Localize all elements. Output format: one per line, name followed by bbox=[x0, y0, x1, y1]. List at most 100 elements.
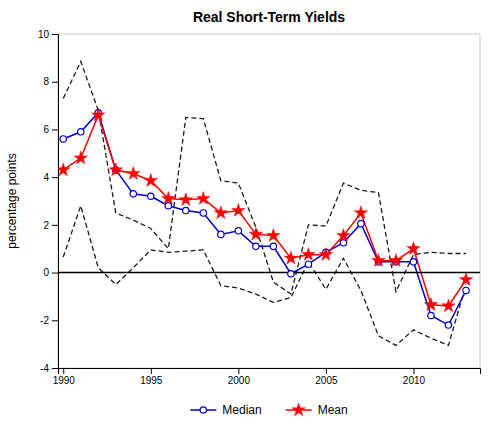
marker bbox=[78, 129, 84, 135]
marker bbox=[410, 259, 416, 265]
marker bbox=[214, 206, 227, 219]
legend-label: Median bbox=[222, 403, 261, 417]
marker bbox=[407, 242, 420, 255]
legend-marker bbox=[200, 407, 206, 413]
marker bbox=[340, 240, 346, 246]
tick: -2 bbox=[40, 315, 58, 326]
tick-label: 2005 bbox=[315, 375, 338, 386]
marker bbox=[267, 229, 280, 242]
tick: 8 bbox=[43, 76, 58, 87]
marker bbox=[270, 243, 276, 249]
marker bbox=[232, 204, 245, 217]
axis-line bbox=[52, 35, 59, 369]
series-line bbox=[63, 113, 466, 325]
marker bbox=[372, 254, 385, 267]
tick-label: 2010 bbox=[403, 375, 426, 386]
marker bbox=[445, 322, 451, 328]
tick-label: 8 bbox=[43, 76, 49, 87]
legend: Median Mean bbox=[190, 403, 347, 417]
tick: 6 bbox=[43, 124, 58, 135]
y-axis-title: percentage points bbox=[5, 153, 19, 248]
reference-line bbox=[58, 272, 480, 274]
tick: 0 bbox=[43, 267, 58, 278]
marker bbox=[162, 192, 175, 205]
marker bbox=[288, 271, 294, 277]
tick-mark bbox=[52, 177, 58, 178]
tick-mark bbox=[52, 82, 58, 83]
tick: 4 bbox=[43, 172, 58, 183]
tick-mark bbox=[52, 34, 58, 35]
tick: 10 bbox=[38, 29, 58, 40]
series-line bbox=[63, 115, 466, 306]
tick-mark bbox=[151, 368, 152, 374]
axis-line bbox=[59, 369, 481, 375]
marker bbox=[200, 210, 206, 216]
tick: 1995 bbox=[140, 368, 163, 386]
marker bbox=[92, 108, 105, 121]
x-axis: 1990 1995 2000 2005 2010 bbox=[53, 368, 481, 386]
tick: 2010 bbox=[403, 368, 426, 386]
marker bbox=[459, 273, 472, 286]
marker bbox=[305, 261, 311, 267]
tick-label: 0 bbox=[43, 267, 49, 278]
marker bbox=[197, 192, 210, 205]
plot-frame bbox=[58, 34, 480, 368]
marker bbox=[127, 167, 140, 180]
tick-label: 4 bbox=[43, 172, 49, 183]
tick-label: 2000 bbox=[228, 375, 251, 386]
marker bbox=[144, 174, 157, 187]
marker bbox=[389, 254, 402, 267]
tick-label: 10 bbox=[38, 29, 50, 40]
tick: 2 bbox=[43, 220, 58, 231]
marker bbox=[249, 227, 262, 240]
y-axis: -4 -2 0 2 4 6 8 10 bbox=[38, 29, 59, 374]
tick-label: 6 bbox=[43, 124, 49, 135]
legend-marker bbox=[292, 403, 305, 416]
marker bbox=[463, 287, 469, 293]
marker bbox=[165, 203, 171, 209]
tick-label: 2 bbox=[43, 220, 49, 231]
marker bbox=[424, 298, 437, 311]
tick-mark bbox=[52, 129, 58, 130]
marker bbox=[358, 220, 364, 226]
legend-item: Mean bbox=[286, 403, 348, 417]
marker bbox=[302, 248, 315, 261]
chart: 1990 1995 2000 2005 2010 -4 -2 0 2 4 6 8 10 Real Shor… bbox=[0, 0, 498, 430]
series-line bbox=[63, 61, 466, 294]
tick-label: -4 bbox=[40, 363, 49, 374]
marker bbox=[179, 193, 192, 206]
tick: -4 bbox=[40, 363, 58, 374]
marker bbox=[442, 299, 455, 312]
marker bbox=[253, 243, 259, 249]
tick-mark bbox=[52, 320, 58, 321]
marker bbox=[58, 163, 70, 176]
tick-label: 1995 bbox=[140, 375, 163, 386]
marker bbox=[354, 206, 367, 219]
marker bbox=[284, 251, 297, 264]
tick-mark bbox=[326, 368, 327, 374]
tick: 1990 bbox=[53, 368, 76, 386]
tick-mark bbox=[52, 368, 58, 369]
series-markers bbox=[60, 110, 469, 329]
tick-mark bbox=[52, 225, 58, 226]
marker bbox=[148, 193, 154, 199]
tick-mark bbox=[52, 273, 58, 274]
series-line bbox=[63, 206, 466, 346]
tick-label: -2 bbox=[40, 315, 49, 326]
marker bbox=[337, 229, 350, 242]
marker bbox=[60, 136, 66, 142]
title: Real Short-Term Yields bbox=[193, 9, 345, 25]
legend-item: Median bbox=[190, 403, 261, 417]
marker bbox=[218, 231, 224, 237]
tick-mark bbox=[238, 368, 239, 374]
marker bbox=[109, 163, 122, 176]
marker bbox=[130, 191, 136, 197]
marker bbox=[235, 228, 241, 234]
marker bbox=[428, 312, 434, 318]
tick-mark bbox=[413, 368, 414, 374]
tick-label: 1990 bbox=[53, 375, 76, 386]
series-markers bbox=[58, 108, 473, 312]
tick-mark bbox=[63, 368, 64, 374]
tick: 2005 bbox=[315, 368, 338, 386]
marker bbox=[183, 207, 189, 213]
